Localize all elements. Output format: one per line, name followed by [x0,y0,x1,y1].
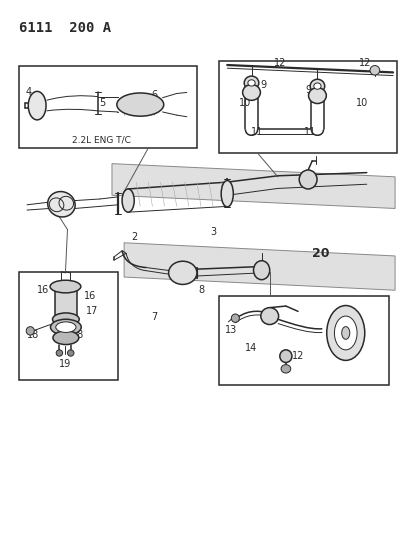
Ellipse shape [220,181,233,207]
Ellipse shape [117,93,163,116]
Bar [219,295,388,385]
Text: 1: 1 [64,206,70,216]
Ellipse shape [247,80,254,86]
Ellipse shape [326,305,364,360]
Bar [54,288,77,320]
Ellipse shape [244,76,258,90]
Text: 10: 10 [355,98,367,108]
Text: 3: 3 [209,227,216,237]
Text: 11: 11 [303,127,315,137]
Ellipse shape [313,83,320,90]
Text: 12: 12 [291,351,303,361]
Ellipse shape [67,350,74,356]
Text: 17: 17 [85,306,98,316]
Text: 4: 4 [26,87,32,98]
Text: 14: 14 [245,343,257,353]
Ellipse shape [168,261,196,285]
Ellipse shape [231,314,239,322]
Ellipse shape [50,319,81,335]
Text: 8: 8 [198,285,204,295]
Text: 7: 7 [151,312,157,321]
Text: 13: 13 [225,325,237,335]
Ellipse shape [260,308,278,325]
Ellipse shape [50,280,81,293]
Bar [219,61,396,153]
Ellipse shape [334,316,356,350]
Ellipse shape [280,365,290,373]
Ellipse shape [47,191,75,217]
Text: 9: 9 [260,79,266,90]
Ellipse shape [308,88,326,103]
Ellipse shape [279,350,291,362]
Ellipse shape [28,91,46,120]
Text: 18: 18 [27,330,39,340]
Text: 6111  200 A: 6111 200 A [19,21,111,35]
Text: 19: 19 [59,359,72,369]
Ellipse shape [52,313,79,326]
Text: 2: 2 [131,232,137,243]
Ellipse shape [53,331,79,344]
Ellipse shape [122,189,134,212]
Ellipse shape [56,350,63,356]
Ellipse shape [242,85,260,100]
Text: 9: 9 [304,85,310,95]
Ellipse shape [26,327,34,335]
Ellipse shape [299,170,316,189]
Text: 18: 18 [71,330,83,340]
Ellipse shape [56,322,76,333]
Polygon shape [124,243,394,290]
Text: 10: 10 [238,98,250,108]
Text: 15: 15 [350,333,362,343]
Ellipse shape [369,66,379,75]
Text: 12: 12 [358,59,370,68]
Text: 2.2L ENG T/C: 2.2L ENG T/C [71,135,130,144]
Text: 20: 20 [311,247,328,260]
Ellipse shape [309,79,324,93]
Text: 6: 6 [151,90,157,100]
Polygon shape [112,164,394,208]
Text: 11: 11 [251,127,263,137]
Text: 12: 12 [273,59,285,68]
Text: 16: 16 [37,285,49,295]
Bar [19,272,118,380]
Text: 5: 5 [99,98,105,108]
Text: 16: 16 [83,290,96,301]
Ellipse shape [341,327,349,340]
Ellipse shape [253,261,269,280]
Bar [19,66,196,148]
